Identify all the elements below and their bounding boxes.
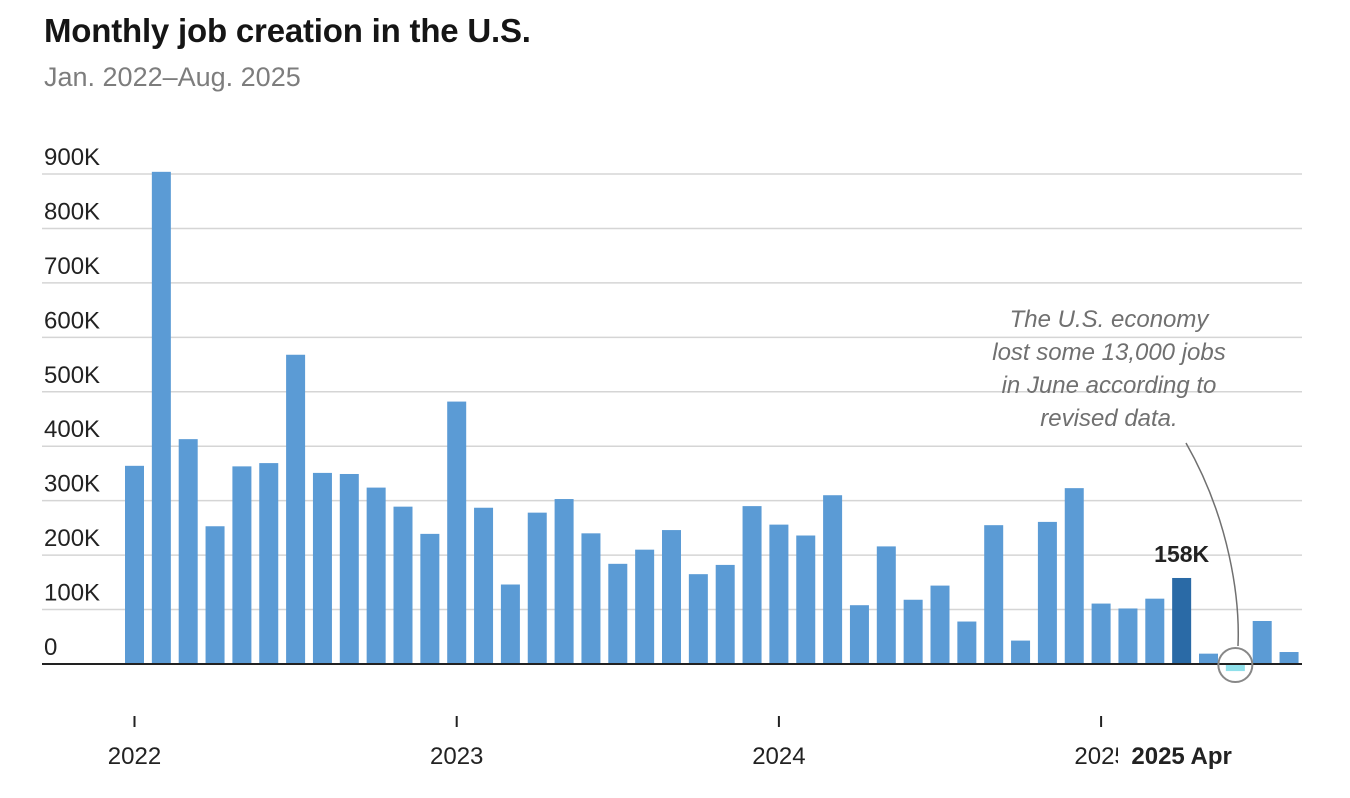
bar: [151, 171, 171, 665]
y-tick-label: 100K: [44, 580, 100, 607]
bar: [1199, 653, 1218, 664]
x-tick-label: 2022: [108, 743, 161, 770]
y-tick-label: 400K: [44, 416, 100, 443]
bar: [1145, 598, 1165, 664]
bar: [420, 533, 440, 664]
bar: [1225, 664, 1245, 672]
y-tick-label: 0: [44, 634, 57, 661]
bar: [608, 563, 628, 664]
bar: [1172, 577, 1192, 664]
bar: [957, 621, 977, 664]
annotation-text: in June according to: [1002, 372, 1217, 399]
bar: [688, 574, 708, 664]
y-tick-label: 300K: [44, 471, 100, 498]
x-tick-label-highlight: 2025 Apr: [1131, 743, 1232, 770]
bar: [1091, 603, 1111, 664]
annotation-text: revised data.: [1040, 405, 1177, 432]
bar: [1011, 640, 1031, 664]
bar: [1252, 620, 1272, 664]
y-tick-label: 900K: [44, 144, 100, 171]
bar: [715, 564, 735, 664]
bar: [125, 465, 144, 664]
y-tick-label: 200K: [44, 525, 100, 552]
bar: [742, 506, 762, 664]
bar: [500, 584, 520, 664]
bar: [662, 530, 681, 664]
bar: [849, 605, 869, 664]
bar: [527, 512, 547, 664]
annotation-text: lost some 13,000 jobs: [992, 339, 1225, 366]
chart-subtitle: Jan. 2022–Aug. 2025: [44, 62, 301, 92]
bar: [823, 495, 843, 664]
bar: [259, 463, 279, 664]
chart-title: Monthly job creation in the U.S.: [44, 12, 531, 49]
bar: [769, 524, 789, 664]
bar: [447, 401, 467, 664]
bar: [1118, 608, 1138, 664]
annotation-connector: [1185, 442, 1239, 647]
bar: [796, 535, 816, 664]
bar: [312, 472, 332, 664]
bar: [339, 473, 359, 664]
x-tick-label: 2025: [1074, 743, 1127, 770]
bar: [876, 546, 896, 664]
bar: [635, 549, 655, 664]
bar: [393, 506, 413, 664]
bar: [232, 466, 252, 664]
y-tick-label: 700K: [44, 253, 100, 280]
bar: [930, 585, 950, 664]
bar: [1279, 652, 1299, 664]
bar: [984, 525, 1004, 664]
bar: [1064, 488, 1084, 664]
y-tick-label: 500K: [44, 362, 100, 389]
bar: [366, 487, 386, 664]
bar: [903, 599, 923, 664]
highlight-value-label: 158K: [1154, 541, 1209, 567]
x-tick-label: 2023: [430, 743, 483, 770]
bar: [554, 499, 574, 664]
bar: [286, 354, 306, 664]
y-tick-label: 600K: [44, 307, 100, 334]
bar: [178, 439, 198, 664]
annotation-circle: [1217, 647, 1254, 683]
bar: [474, 507, 494, 664]
annotation-text: The U.S. economy: [1010, 306, 1211, 333]
bar: [581, 533, 601, 664]
bar: [1037, 521, 1057, 664]
y-tick-label: 800K: [44, 198, 100, 225]
x-tick-label: 2024: [752, 743, 805, 770]
bar: [205, 526, 225, 664]
